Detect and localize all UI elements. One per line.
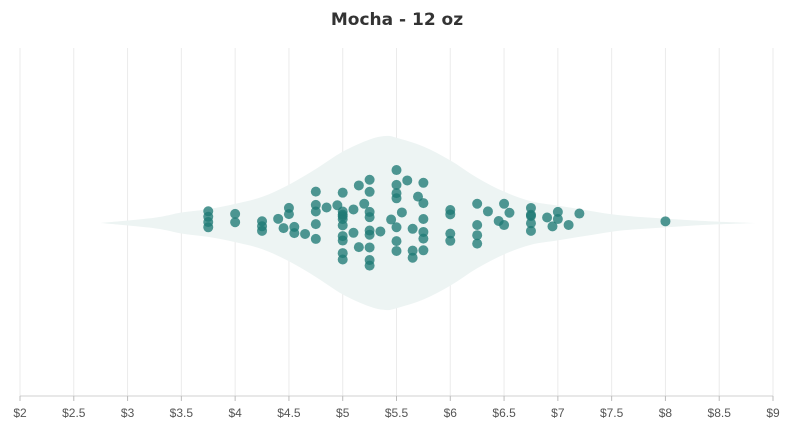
data-point	[504, 207, 515, 218]
data-point	[353, 242, 364, 253]
x-tick-label: $5	[336, 406, 350, 420]
data-point	[391, 179, 402, 190]
data-point	[418, 198, 429, 209]
data-point	[337, 235, 348, 246]
data-point	[482, 206, 493, 217]
x-tick-label: $7	[551, 406, 565, 420]
x-tick-label: $2	[13, 406, 27, 420]
data-point	[203, 222, 214, 233]
data-point	[364, 174, 375, 185]
data-point	[310, 186, 321, 197]
data-point	[391, 193, 402, 204]
data-point	[407, 223, 418, 234]
data-point	[563, 219, 574, 230]
data-point	[391, 165, 402, 176]
data-point	[407, 245, 418, 256]
data-point	[660, 216, 671, 227]
data-point	[396, 207, 407, 218]
x-axis: $2 $2.5 $3 $3.5 $4 $4.5 $5 $5.5 $6 $6.5 $7 $7.5 $8 $8…	[13, 395, 780, 420]
data-point	[337, 211, 348, 222]
data-point	[418, 214, 429, 224]
data-point	[364, 186, 375, 197]
data-point	[552, 206, 563, 217]
x-tick-label: $6	[444, 406, 458, 420]
data-point	[364, 229, 375, 240]
data-point	[472, 198, 483, 209]
data-point	[230, 208, 241, 219]
x-tick-label: $6.5	[492, 406, 516, 420]
chart-title: Mocha - 12 oz	[330, 10, 464, 30]
data-point	[321, 202, 332, 213]
data-point	[310, 233, 321, 244]
x-tick-label: $5.5	[385, 406, 409, 420]
data-point	[391, 245, 402, 256]
data-point	[348, 227, 359, 238]
data-point	[525, 202, 536, 213]
data-point	[445, 228, 456, 239]
data-point	[310, 219, 321, 230]
data-point	[499, 198, 510, 209]
data-point	[364, 260, 375, 271]
x-tick-label: $4.5	[277, 406, 301, 420]
x-tick-label: $7.5	[600, 406, 624, 420]
data-point	[364, 242, 375, 253]
x-tick-label: $8	[659, 406, 673, 420]
data-point	[391, 236, 402, 247]
data-point	[472, 230, 483, 241]
violin-shape	[100, 135, 757, 311]
data-point	[402, 175, 413, 186]
data-point	[418, 233, 429, 244]
x-tick-label: $3.5	[170, 406, 194, 420]
violin-layer	[100, 135, 757, 311]
data-point	[337, 220, 348, 231]
data-point	[418, 177, 429, 188]
data-point	[337, 254, 348, 265]
data-point	[310, 206, 321, 217]
data-point	[348, 204, 359, 215]
data-point	[364, 212, 375, 223]
data-point	[542, 212, 553, 223]
data-point	[525, 210, 536, 221]
data-point	[499, 220, 510, 231]
x-tick-label: $3	[121, 406, 135, 420]
data-point	[472, 238, 483, 249]
data-point	[300, 228, 311, 239]
x-tick-label: $9	[766, 406, 780, 420]
data-point	[257, 225, 268, 236]
data-point	[375, 226, 386, 237]
x-tick-label: $8.5	[708, 406, 732, 420]
data-point	[552, 214, 563, 225]
data-point	[525, 218, 536, 229]
data-point	[359, 198, 370, 209]
data-point	[273, 213, 284, 224]
x-tick-label: $2.5	[62, 406, 86, 420]
data-point	[407, 252, 418, 263]
data-point	[278, 223, 289, 234]
data-point	[574, 208, 585, 219]
data-point	[283, 209, 294, 220]
data-point	[418, 245, 429, 256]
data-point	[391, 222, 402, 233]
data-point	[386, 214, 397, 225]
data-point	[353, 180, 364, 191]
data-point	[289, 228, 300, 239]
points-layer	[203, 165, 671, 271]
data-point	[230, 217, 241, 228]
data-point	[525, 225, 536, 236]
data-point	[203, 206, 214, 217]
data-point	[337, 187, 348, 198]
x-tick-label: $4	[228, 406, 242, 420]
data-point	[445, 209, 456, 220]
data-point	[445, 235, 456, 246]
data-point	[472, 220, 483, 231]
data-point	[547, 221, 558, 232]
